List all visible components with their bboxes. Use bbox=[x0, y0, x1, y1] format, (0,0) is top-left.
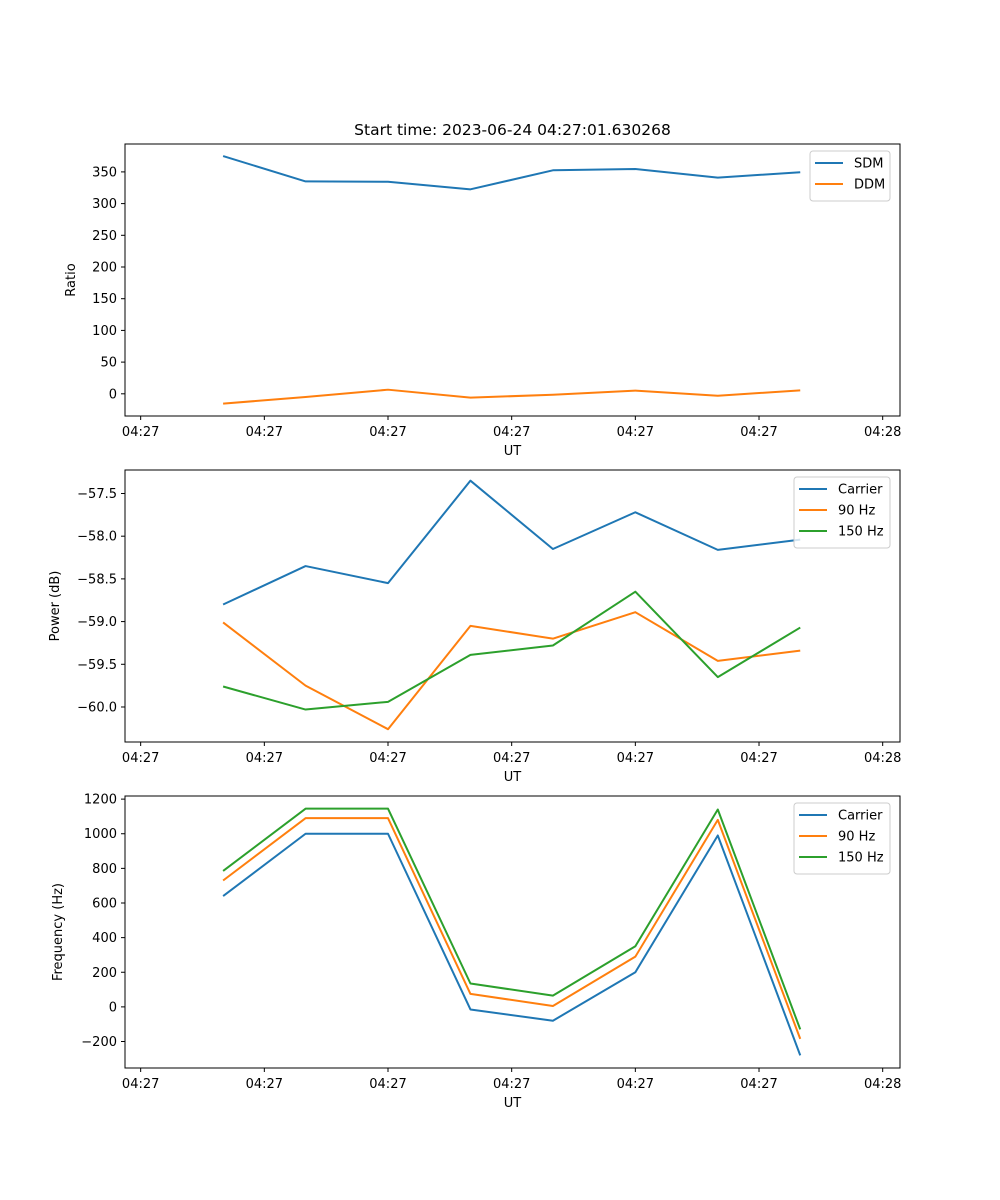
x-tick-label: 04:27 bbox=[122, 751, 159, 766]
y-axis-label: Power (dB) bbox=[48, 571, 63, 642]
x-tick-label: 04:27 bbox=[246, 425, 283, 440]
x-axis-label: UT bbox=[504, 1096, 522, 1111]
series-group bbox=[222, 479, 801, 731]
y-axis-label: Frequency (Hz) bbox=[51, 883, 66, 981]
axes-frame bbox=[124, 795, 901, 1069]
series-line-sdm bbox=[222, 155, 801, 191]
legend-label: 90 Hz bbox=[838, 830, 875, 845]
x-tick-label: 04:27 bbox=[369, 751, 406, 766]
y-tick-label: 1000 bbox=[84, 827, 117, 842]
x-tick-label: 04:27 bbox=[122, 1077, 159, 1092]
series-line-ddm bbox=[223, 388, 801, 405]
y-tick-label: 600 bbox=[92, 896, 117, 911]
y-tick-label: −60.0 bbox=[77, 700, 117, 715]
series-line-carrier bbox=[222, 832, 802, 1056]
y-tick-label: 350 bbox=[92, 165, 117, 180]
x-tick-label: 04:27 bbox=[369, 1077, 406, 1092]
axes-frame bbox=[124, 143, 901, 417]
y-tick-label: 300 bbox=[92, 197, 117, 212]
y-tick-label: −59.0 bbox=[77, 615, 117, 630]
y-tick-label: 200 bbox=[92, 966, 117, 981]
series-line-150-hz bbox=[222, 807, 802, 1030]
subplot-3: 04:27 04:27 04:27 04:27 04:27 04:27 04:28 −200 0… bbox=[51, 793, 901, 1111]
y-tick-label: 400 bbox=[92, 931, 117, 946]
legend-label: 90 Hz bbox=[838, 504, 875, 519]
x-tick-label: 04:27 bbox=[246, 1077, 283, 1092]
legend: Carrier 90 Hz 150 Hz bbox=[793, 476, 891, 549]
x-tick-label: 04:27 bbox=[493, 1077, 530, 1092]
x-tick-label: 04:27 bbox=[246, 751, 283, 766]
legend-label: 150 Hz bbox=[838, 851, 884, 866]
x-axis-label: UT bbox=[504, 444, 522, 459]
legend: SDM DDM bbox=[809, 150, 891, 202]
y-tick-label: 50 bbox=[100, 356, 117, 371]
x-tick-label: 04:28 bbox=[864, 751, 901, 766]
chart-title: Start time: 2023-06-24 04:27:01.630268 bbox=[354, 121, 671, 139]
legend-label: Carrier bbox=[838, 483, 883, 498]
series-group bbox=[222, 807, 802, 1056]
subplot-1: 04:27 04:27 04:27 04:27 04:27 04:27 04:28 0 50 10… bbox=[64, 121, 901, 459]
y-tick-label: −59.5 bbox=[77, 658, 117, 673]
y-tick-label: 1200 bbox=[84, 793, 117, 808]
y-tick-label: 800 bbox=[92, 862, 117, 877]
x-tick-label: 04:27 bbox=[740, 1077, 777, 1092]
x-tick-label: 04:27 bbox=[740, 751, 777, 766]
x-tick-label: 04:27 bbox=[617, 425, 654, 440]
y-tick-label: −57.5 bbox=[77, 487, 117, 502]
x-tick-label: 04:27 bbox=[493, 751, 530, 766]
x-tick-label: 04:27 bbox=[740, 425, 777, 440]
x-tick-label: 04:27 bbox=[617, 1077, 654, 1092]
legend: Carrier 90 Hz 150 Hz bbox=[793, 802, 891, 875]
x-tick-label: 04:27 bbox=[122, 425, 159, 440]
y-tick-label: 200 bbox=[92, 261, 117, 276]
x-tick-label: 04:27 bbox=[493, 425, 530, 440]
y-tick-label: 0 bbox=[109, 387, 117, 402]
y-tick-label: −58.5 bbox=[77, 572, 117, 587]
y-tick-label: −200 bbox=[81, 1035, 117, 1050]
axes-frame bbox=[124, 469, 901, 743]
y-tick-label: 0 bbox=[109, 1000, 117, 1015]
x-axis-label: UT bbox=[504, 770, 522, 785]
x-tick-label: 04:28 bbox=[864, 425, 901, 440]
y-tick-label: 250 bbox=[92, 229, 117, 244]
panels: 04:27 04:27 04:27 04:27 04:27 04:27 04:28 0 50 10… bbox=[48, 121, 901, 1111]
x-tick-label: 04:27 bbox=[617, 751, 654, 766]
series-line-carrier bbox=[222, 479, 801, 606]
legend-label: DDM bbox=[854, 178, 885, 193]
y-tick-label: 150 bbox=[92, 292, 117, 307]
legend-label: Carrier bbox=[838, 809, 883, 824]
series-line-90-hz bbox=[222, 611, 801, 731]
series-line-90-hz bbox=[222, 817, 802, 1040]
subplot-2: 04:27 04:27 04:27 04:27 04:27 04:27 04:28 −60.0… bbox=[48, 469, 901, 785]
x-tick-label: 04:28 bbox=[864, 1077, 901, 1092]
legend-label: 150 Hz bbox=[838, 525, 884, 540]
legend-label: SDM bbox=[854, 157, 883, 172]
y-axis-label: Ratio bbox=[64, 263, 79, 296]
y-tick-label: 100 bbox=[92, 324, 117, 339]
x-tick-label: 04:27 bbox=[369, 425, 406, 440]
series-line-150-hz bbox=[222, 590, 801, 711]
series-group bbox=[222, 155, 801, 405]
y-tick-label: −58.0 bbox=[77, 530, 117, 545]
